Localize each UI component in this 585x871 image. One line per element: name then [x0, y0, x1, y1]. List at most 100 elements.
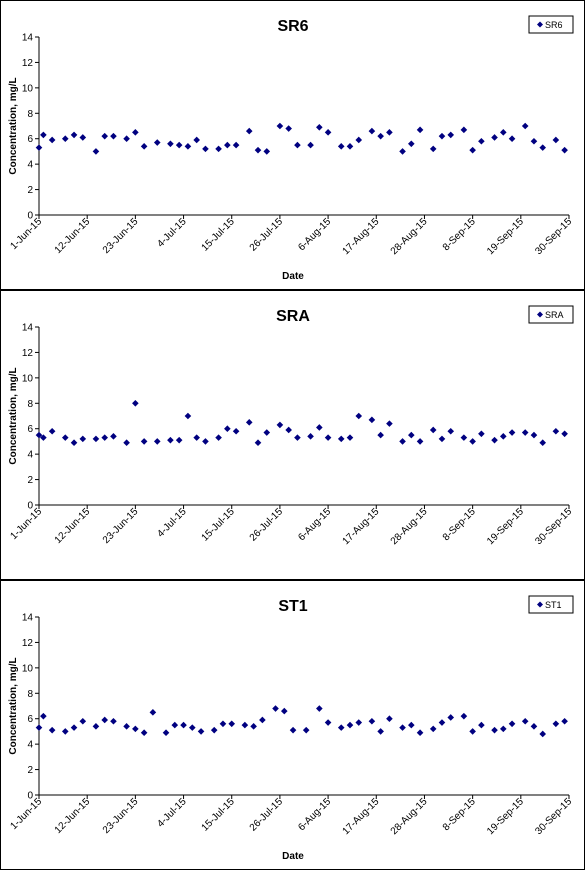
data-point	[337, 724, 345, 731]
y-tick-label: 6	[27, 714, 33, 725]
data-point	[399, 724, 406, 731]
y-tick-label: 12	[22, 58, 34, 69]
data-point	[202, 145, 209, 153]
data-point	[92, 435, 100, 443]
data-point	[232, 427, 240, 435]
data-point	[499, 725, 507, 733]
legend-label: SR6	[545, 20, 563, 30]
y-tick-label: 0	[27, 501, 33, 512]
legend-marker	[537, 601, 543, 608]
data-point	[101, 716, 109, 724]
x-axis-label: Date	[282, 851, 304, 862]
y-axis-label: Concentration, mg/L	[8, 77, 19, 174]
data-point	[521, 717, 529, 725]
data-point	[552, 136, 560, 144]
data-point	[140, 729, 148, 736]
data-point	[561, 430, 568, 438]
data-point	[294, 141, 301, 149]
y-axis-label: Concentration, mg/L	[8, 657, 19, 754]
data-point	[324, 434, 332, 441]
data-point	[408, 140, 415, 148]
data-point	[377, 728, 384, 735]
y-tick-label: 0	[27, 791, 33, 802]
data-point	[346, 721, 354, 729]
data-point	[123, 135, 130, 143]
data-point	[276, 122, 284, 130]
data-point	[224, 141, 231, 149]
y-tick-label: 2	[27, 185, 33, 196]
x-tick-label: 26-Jul-15	[248, 216, 286, 254]
data-point	[386, 715, 393, 723]
data-point	[241, 721, 249, 729]
data-point	[289, 726, 297, 734]
data-point	[346, 143, 354, 150]
legend-label: ST1	[545, 600, 562, 610]
data-point	[307, 141, 314, 149]
y-tick-label: 8	[27, 399, 33, 410]
data-point	[316, 123, 323, 131]
data-point	[399, 148, 406, 155]
data-point	[123, 723, 130, 730]
y-tick-label: 6	[27, 134, 33, 145]
x-tick-label: 6-Aug-15	[296, 796, 333, 833]
data-point	[438, 132, 446, 140]
x-tick-label: 17-Aug-15	[341, 796, 382, 837]
x-tick-label: 26-Jul-15	[248, 506, 286, 544]
x-tick-label: 30-Sep-15	[533, 506, 574, 547]
y-tick-label: 0	[27, 211, 33, 222]
data-point	[539, 439, 547, 446]
data-point	[61, 434, 69, 441]
data-point	[377, 431, 384, 439]
data-point	[521, 122, 529, 130]
data-point	[355, 719, 363, 726]
data-point	[408, 721, 415, 729]
data-point	[184, 412, 192, 420]
data-point	[521, 429, 529, 436]
x-tick-label: 26-Jul-15	[248, 796, 286, 834]
data-point	[245, 419, 253, 426]
data-point	[276, 421, 284, 429]
legend-marker	[537, 21, 543, 28]
data-point	[280, 707, 288, 715]
x-tick-label: 23-Jun-15	[101, 796, 141, 836]
data-point	[48, 726, 56, 734]
data-point	[245, 127, 253, 135]
data-point	[302, 726, 310, 734]
y-tick-label: 4	[27, 450, 33, 461]
data-point	[438, 719, 446, 726]
data-point	[202, 438, 209, 445]
x-tick-label: 4-Jul-15	[155, 796, 189, 830]
data-point	[101, 434, 109, 441]
data-point	[40, 434, 47, 441]
data-point	[48, 136, 56, 144]
data-point	[416, 126, 424, 134]
data-point	[197, 728, 205, 735]
data-point	[175, 436, 183, 444]
x-tick-label: 28-Aug-15	[389, 506, 430, 547]
y-tick-label: 14	[22, 33, 34, 44]
data-point	[167, 140, 174, 148]
x-tick-label: 12-Jun-15	[53, 796, 93, 836]
data-point	[193, 434, 200, 441]
legend-box	[528, 595, 574, 614]
y-tick-label: 2	[27, 765, 33, 776]
data-point	[416, 729, 424, 736]
y-tick-label: 10	[22, 83, 34, 94]
legend-label: SRA	[545, 310, 564, 320]
data-point	[429, 725, 437, 733]
data-point	[416, 438, 424, 445]
data-point	[469, 438, 476, 445]
chart-panel-st1: ST1 0 2 4 6 8 10 12 14 1-Jun-15 12-Jun-15 23-Jun-15…	[0, 580, 585, 870]
data-point	[171, 721, 179, 729]
data-point	[386, 129, 393, 136]
data-point	[530, 137, 538, 145]
data-point	[491, 726, 498, 734]
x-tick-label: 23-Jun-15	[101, 216, 141, 256]
data-point	[552, 720, 560, 728]
data-point	[429, 426, 437, 434]
data-point	[478, 137, 485, 145]
data-point	[272, 705, 279, 712]
chart-title: SRA	[276, 308, 310, 325]
data-point	[254, 146, 262, 154]
data-point	[61, 728, 69, 735]
